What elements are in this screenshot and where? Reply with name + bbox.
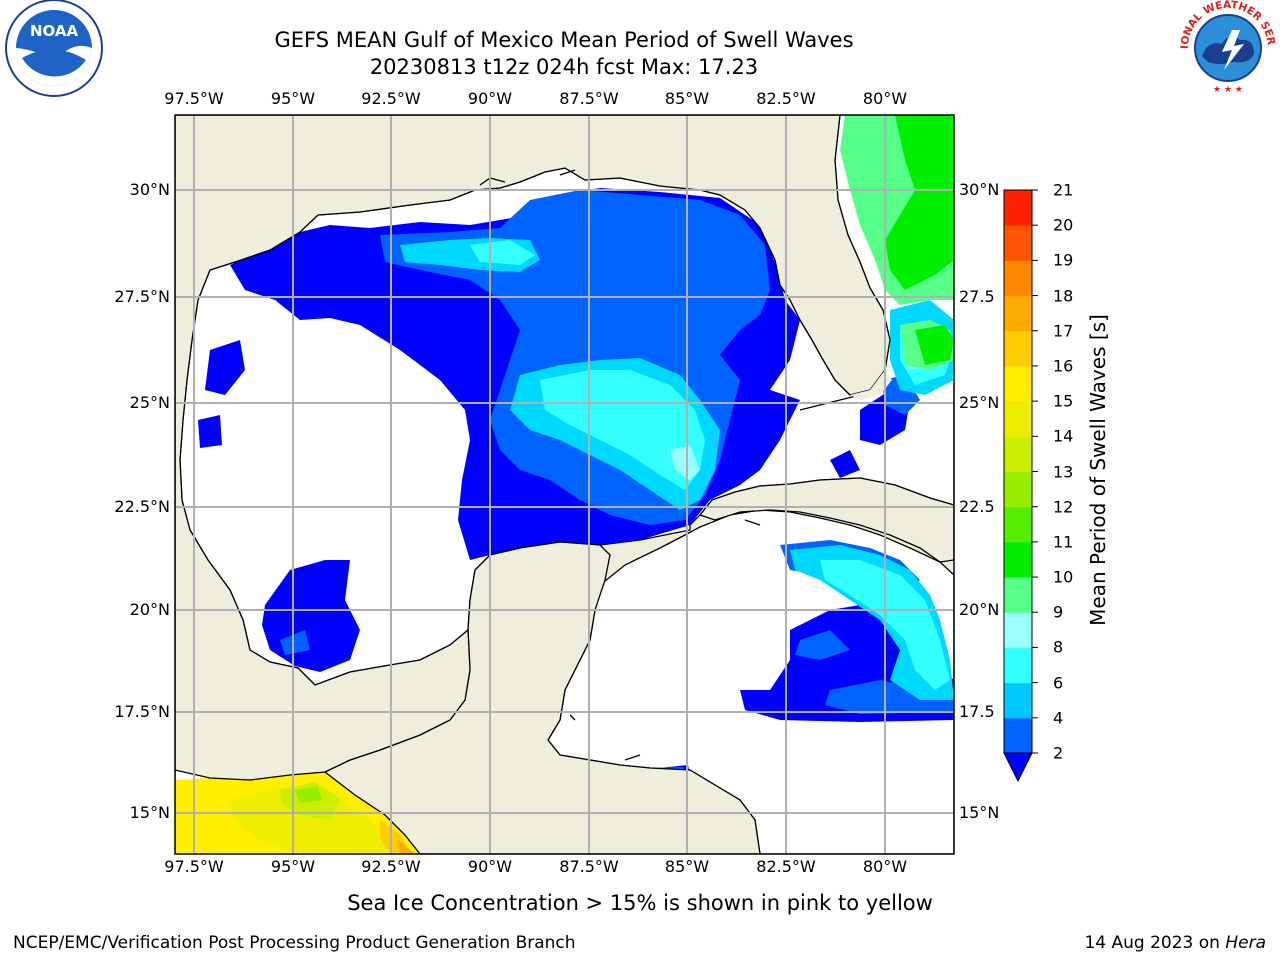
colorbar-tick-label: 17 <box>1053 321 1074 341</box>
lon-tick-bottom: 85°W <box>664 857 710 876</box>
lat-tick-left: 15°N <box>129 803 170 822</box>
colorbar-segment <box>1004 295 1032 332</box>
lat-tick-left: 22.5°N <box>114 497 170 516</box>
colorbar-label: Mean Period of Swell Waves [s] <box>1086 314 1110 626</box>
colorbar-segment <box>1004 612 1032 648</box>
lat-tick-right: 27.5 <box>959 287 995 306</box>
sea-ice-note: Sea Ice Concentration > 15% is shown in … <box>347 891 933 915</box>
colorbar-segment <box>1004 225 1032 261</box>
svg-text:★ ★ ★: ★ ★ ★ <box>1213 85 1243 95</box>
lon-tick-top: 95°W <box>270 89 316 108</box>
footer-organization: NCEP/EMC/Verification Post Processing Pr… <box>13 933 576 953</box>
colorbar-segment <box>1004 717 1032 754</box>
colorbar-segment <box>1004 577 1032 613</box>
lon-tick-top: 90°W <box>467 89 513 108</box>
colorbar-tick-label: 10 <box>1053 567 1074 587</box>
colorbar-segment <box>1004 401 1032 437</box>
colorbar-segment <box>1004 190 1032 226</box>
colorbar-tick-label: 18 <box>1053 286 1074 306</box>
lon-tick-top: 82.5°W <box>756 89 816 108</box>
lon-tick-bottom: 90°W <box>467 857 513 876</box>
colorbar-tick-label: 4 <box>1053 708 1064 728</box>
lat-tick-right: 30°N <box>959 180 1000 199</box>
colorbar-tick-label: 20 <box>1053 215 1074 235</box>
colorbar-segment <box>1004 260 1032 297</box>
colorbar-tick-label: 15 <box>1053 391 1074 411</box>
lat-tick-left: 27.5°N <box>114 287 170 306</box>
colorbar-tick-label: 13 <box>1053 462 1074 481</box>
lat-tick-left: 30°N <box>129 180 170 199</box>
swell-field-10-11s <box>885 115 954 365</box>
colorbar-tick-label: 6 <box>1053 673 1064 693</box>
colorbar-segment <box>1004 330 1032 367</box>
colorbar-segment <box>1004 506 1032 543</box>
map-gridlines <box>175 115 954 854</box>
lon-tick-bottom: 87.5°W <box>559 857 619 876</box>
noaa-logo: NOAA <box>5 0 103 97</box>
colorbar-tick-label: 14 <box>1053 426 1074 446</box>
lat-tick-left: 20°N <box>129 600 170 619</box>
lon-tick-top: 97.5°W <box>164 89 224 108</box>
colorbar-tick-label: 8 <box>1053 637 1064 657</box>
lon-tick-top: 87.5°W <box>559 89 619 108</box>
lon-tick-bottom: 97.5°W <box>164 857 224 876</box>
noaa-logo-text: NOAA <box>30 22 79 40</box>
lat-tick-right: 17.5 <box>959 702 995 721</box>
lon-tick-bottom: 92.5°W <box>361 857 421 876</box>
lon-tick-bottom: 95°W <box>270 857 316 876</box>
chart-subtitle-forecast: 20230813 t12z 024h fcst Max: 17.23 <box>369 55 759 79</box>
lat-tick-right: 15°N <box>959 803 1000 822</box>
footer-date-text: 14 Aug 2023 on <box>1084 933 1226 953</box>
lat-tick-left: 17.5°N <box>114 702 170 721</box>
colorbar-tick-label: 19 <box>1053 250 1074 270</box>
colorbar-segment <box>1004 647 1032 684</box>
lon-tick-top: 80°W <box>862 89 908 108</box>
lon-tick-bottom: 80°W <box>862 857 908 876</box>
colorbar-tick-label: 12 <box>1053 497 1074 517</box>
land-florida-keys <box>850 370 892 400</box>
colorbar-segment <box>1004 436 1032 472</box>
colorbar-under-extension <box>1003 752 1033 783</box>
lat-tick-left: 25°N <box>129 393 170 412</box>
colorbar-segment <box>1004 682 1032 719</box>
colorbar-segment <box>1004 471 1032 508</box>
colorbar-tick-label: 2 <box>1053 743 1064 763</box>
lat-tick-right: 22.5 <box>959 497 995 516</box>
lon-tick-top: 85°W <box>664 89 710 108</box>
lat-tick-right: 25°N <box>959 393 1000 412</box>
map-frame <box>174 114 955 855</box>
lon-tick-top: 92.5°W <box>361 89 421 108</box>
land-mexico-west <box>175 115 891 781</box>
land-cuba <box>698 477 954 563</box>
colorbar-tick-label: 21 <box>1053 180 1074 200</box>
chart-title: GEFS MEAN Gulf of Mexico Mean Period of … <box>274 28 854 52</box>
colorbar <box>1003 189 1038 783</box>
colorbar-tick-label: 9 <box>1053 602 1064 622</box>
footer-date: 14 Aug 2023 on Hera <box>1084 933 1266 953</box>
colorbar-segment <box>1004 541 1032 578</box>
colorbar-tick-label: 11 <box>1053 532 1074 552</box>
colorbar-tick-label: 16 <box>1053 356 1074 376</box>
lat-tick-right: 20°N <box>959 600 1000 619</box>
colorbar-segment <box>1004 365 1032 402</box>
lon-tick-bottom: 82.5°W <box>756 857 816 876</box>
footer-host: Hera <box>1225 933 1266 953</box>
nws-logo: NATIONAL WEATHER SERVICE ★ ★ ★ <box>1178 0 1277 95</box>
